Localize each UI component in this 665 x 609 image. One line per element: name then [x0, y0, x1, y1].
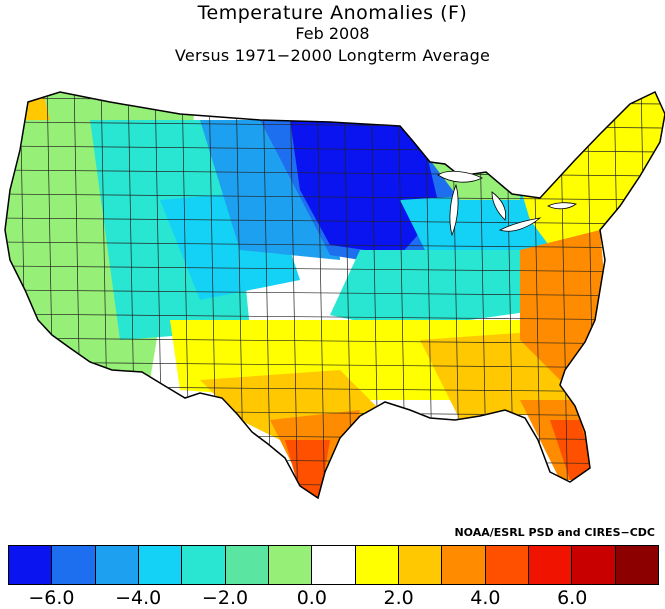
division-border [5, 337, 665, 345]
division-border [5, 265, 665, 273]
legend-swatch [615, 546, 658, 584]
legend-swatch [312, 546, 356, 584]
division-border [5, 217, 665, 225]
legend-swatch [9, 546, 53, 584]
division-border [289, 92, 299, 498]
legend-swatch [355, 546, 399, 584]
anomaly-zone [550, 420, 595, 480]
credit-label: NOAA/ESRL PSD and CIRES−CDC [454, 526, 655, 539]
division-border [5, 361, 665, 369]
anomaly-zone [330, 250, 540, 330]
division-border [5, 313, 665, 321]
legend-swatch [182, 546, 226, 584]
us-anomaly-map [0, 91, 665, 512]
legend-swatch [225, 546, 269, 584]
legend-swatch [95, 546, 139, 584]
legend-tick-label: 0.0 [296, 587, 327, 609]
legend-swatch [485, 546, 529, 584]
lake-ontario [547, 202, 577, 210]
map-title: Temperature Anomalies (F) [197, 2, 468, 24]
legend-swatch [572, 546, 616, 584]
legend-tick-label: −6.0 [28, 587, 75, 609]
legend-swatch [138, 546, 183, 584]
division-border [316, 92, 326, 498]
lake-erie [498, 217, 542, 232]
division-border [5, 481, 665, 489]
division-border [5, 289, 665, 297]
lake-michigan [449, 183, 459, 237]
division-border [5, 241, 665, 249]
map-subtitle-month: Feb 2008 [295, 24, 370, 43]
legend-tick-label: 2.0 [383, 587, 414, 609]
legend-swatch [442, 546, 486, 584]
map-subtitle-baseline: Versus 1971−2000 Longterm Average [174, 46, 491, 65]
division-border [5, 193, 665, 201]
legend-tick-label: −4.0 [115, 587, 162, 609]
legend-tick-label: 4.0 [470, 587, 501, 609]
legend-swatch [52, 546, 96, 584]
legend-swatch [268, 546, 313, 584]
color-legend [8, 545, 659, 585]
lake-huron [491, 191, 507, 221]
legend-tick-label: 6.0 [557, 587, 588, 609]
anomaly-zone [5, 92, 50, 120]
lake-superior [437, 170, 483, 183]
legend-swatch [398, 546, 443, 584]
legend-swatch [528, 546, 573, 584]
division-border [0, 506, 665, 512]
legend-tick-label: −2.0 [201, 587, 249, 609]
